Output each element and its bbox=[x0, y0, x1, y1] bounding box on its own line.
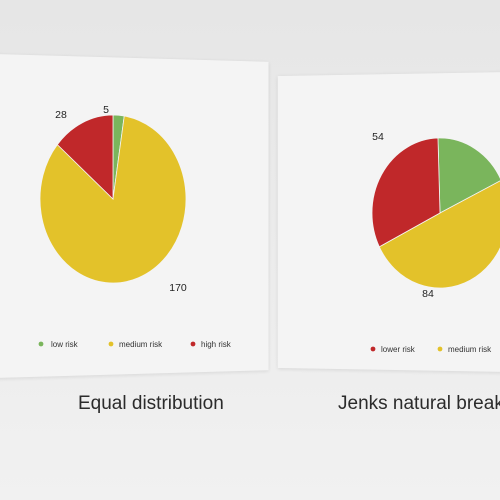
legend-label-1: medium risk bbox=[448, 345, 492, 354]
legend-swatch-2 bbox=[190, 341, 196, 347]
pie-chart-1: 54 84 lower risk medium risk bbox=[370, 131, 500, 354]
legend-label-1: medium risk bbox=[119, 340, 163, 349]
pie-slice-lower-risk bbox=[371, 137, 441, 248]
data-label-2: 28 bbox=[55, 109, 67, 121]
legend-swatch-0 bbox=[370, 346, 376, 352]
pie-chart-0: 5 170 28 low risk medium risk high risk bbox=[38, 104, 232, 349]
pie-slice-high-risk bbox=[56, 114, 114, 200]
legend-swatch-0 bbox=[38, 341, 44, 347]
legend-swatch-1 bbox=[437, 346, 443, 352]
data-label-0: 54 bbox=[372, 131, 384, 143]
legend-label-0: low risk bbox=[51, 340, 79, 349]
legend-label-0: lower risk bbox=[381, 345, 416, 354]
data-label-1: 170 bbox=[169, 282, 187, 294]
legend-swatch-1 bbox=[108, 341, 114, 347]
chart-title-jenks-natural-breaks: Jenks natural breaks bbox=[338, 393, 500, 414]
data-label-0: 5 bbox=[103, 104, 109, 116]
legend-label-2: high risk bbox=[201, 340, 232, 349]
pie-slice-green bbox=[437, 137, 500, 214]
pie-slice-medium-risk bbox=[378, 180, 500, 289]
data-label-1: 84 bbox=[422, 288, 434, 300]
chart-title-equal-distribution: Equal distribution bbox=[78, 393, 224, 414]
